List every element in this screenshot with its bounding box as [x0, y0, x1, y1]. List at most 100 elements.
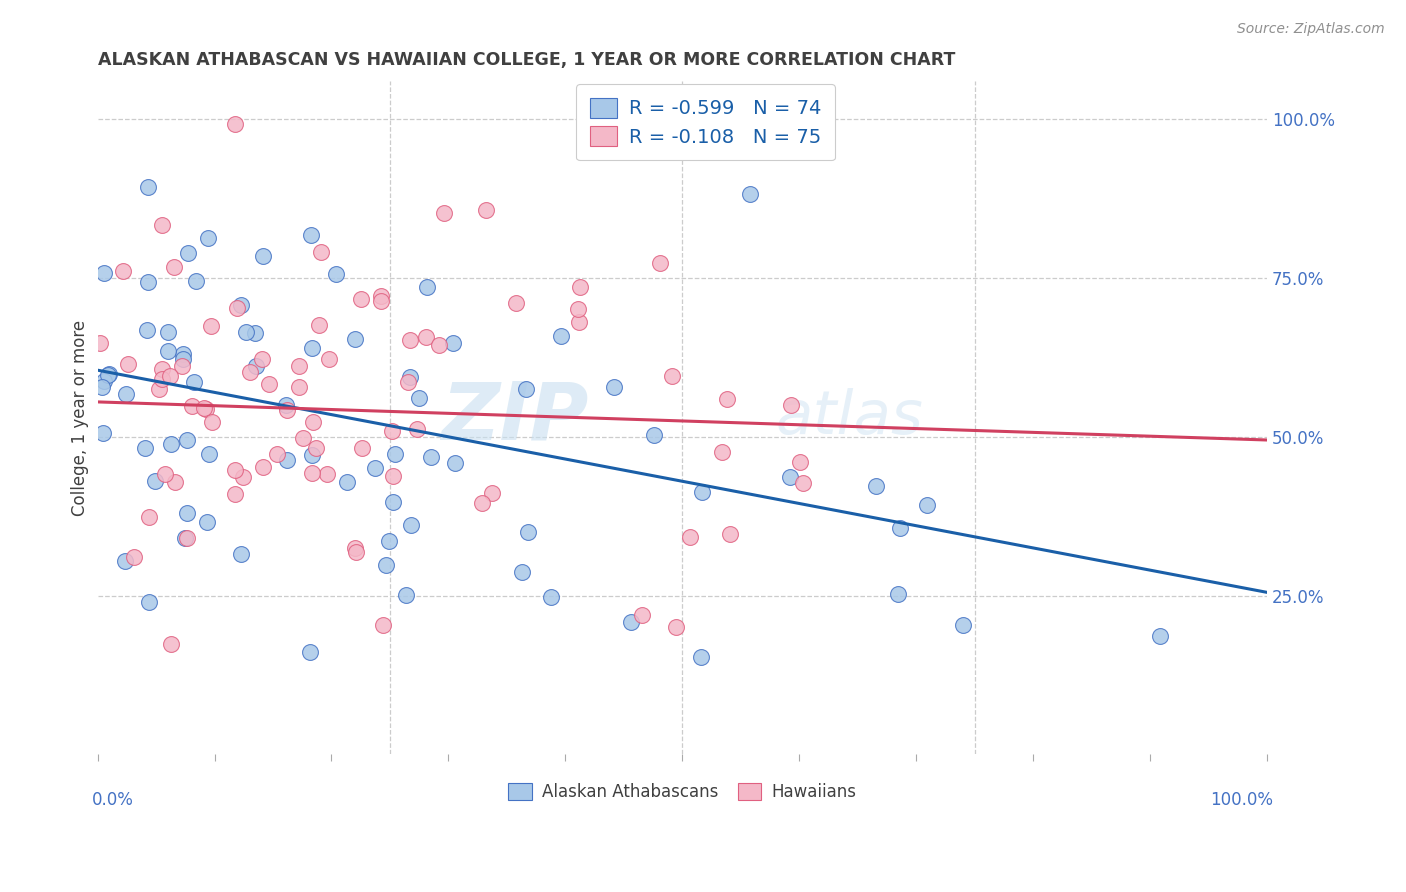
- Point: [475, 203, 498, 218]
- Point: [98, 367, 121, 381]
- Point: [679, 530, 702, 544]
- Point: [384, 447, 406, 461]
- Point: [433, 206, 456, 220]
- Point: [370, 293, 392, 308]
- Point: [184, 274, 207, 288]
- Point: [176, 506, 198, 520]
- Point: [114, 554, 136, 568]
- Y-axis label: College, 1 year or more: College, 1 year or more: [72, 319, 89, 516]
- Point: [114, 386, 136, 401]
- Point: [792, 476, 814, 491]
- Point: [299, 227, 322, 242]
- Point: [381, 468, 404, 483]
- Point: [567, 302, 589, 317]
- Point: [170, 359, 193, 374]
- Point: [274, 398, 297, 412]
- Point: [301, 467, 323, 481]
- Point: [399, 333, 422, 347]
- Point: [325, 268, 347, 282]
- Point: [865, 479, 887, 493]
- Point: [665, 619, 688, 633]
- Point: [349, 293, 371, 307]
- Point: [134, 441, 156, 455]
- Point: [405, 422, 427, 436]
- Point: [305, 441, 328, 455]
- Point: [91, 379, 114, 393]
- Point: [631, 608, 654, 623]
- Point: [201, 415, 224, 429]
- Point: [231, 298, 253, 312]
- Point: [231, 470, 253, 484]
- Point: [471, 496, 494, 510]
- Point: [711, 445, 734, 459]
- Point: [276, 402, 298, 417]
- Point: [415, 329, 437, 343]
- Point: [200, 318, 222, 333]
- Point: [224, 487, 246, 501]
- Text: atlas: atlas: [776, 388, 924, 447]
- Point: [779, 470, 801, 484]
- Point: [308, 318, 330, 332]
- Point: [481, 486, 503, 500]
- Point: [416, 280, 439, 294]
- Point: [505, 296, 527, 310]
- Point: [157, 325, 180, 339]
- Point: [224, 463, 246, 477]
- Point: [643, 428, 665, 442]
- Point: [153, 467, 176, 482]
- Point: [160, 637, 183, 651]
- Point: [568, 279, 591, 293]
- Point: [887, 587, 910, 601]
- Point: [150, 372, 173, 386]
- Point: [172, 352, 194, 367]
- Point: [117, 357, 139, 371]
- Point: [302, 415, 325, 429]
- Point: [373, 618, 395, 632]
- Point: [245, 359, 267, 373]
- Point: [620, 615, 643, 630]
- Point: [716, 392, 738, 406]
- Point: [399, 370, 422, 384]
- Point: [344, 545, 367, 559]
- Point: [287, 359, 309, 373]
- Point: [515, 382, 537, 396]
- Point: [112, 264, 135, 278]
- Point: [419, 450, 441, 464]
- Point: [517, 524, 540, 539]
- Text: ALASKAN ATHABASCAN VS HAWAIIAN COLLEGE, 1 YEAR OR MORE CORRELATION CHART: ALASKAN ATHABASCAN VS HAWAIIAN COLLEGE, …: [97, 51, 955, 69]
- Point: [395, 588, 418, 602]
- Text: 0.0%: 0.0%: [91, 791, 134, 809]
- Point: [138, 510, 160, 524]
- Point: [136, 180, 159, 194]
- Point: [381, 495, 404, 509]
- Point: [193, 401, 215, 416]
- Point: [510, 565, 533, 579]
- Point: [97, 368, 120, 383]
- Point: [375, 558, 398, 573]
- Point: [136, 275, 159, 289]
- Point: [288, 380, 311, 394]
- Point: [344, 333, 367, 347]
- Point: [235, 325, 257, 339]
- Point: [603, 380, 626, 394]
- Point: [91, 425, 114, 440]
- Point: [378, 533, 401, 548]
- Point: [160, 436, 183, 450]
- Point: [176, 433, 198, 447]
- Point: [540, 591, 562, 605]
- Point: [352, 441, 374, 455]
- Point: [301, 448, 323, 462]
- Point: [252, 459, 274, 474]
- Point: [150, 362, 173, 376]
- Point: [444, 456, 467, 470]
- Point: [343, 541, 366, 555]
- Point: [568, 315, 591, 329]
- Point: [224, 117, 246, 131]
- Point: [229, 547, 252, 561]
- Point: [316, 467, 339, 482]
- Point: [318, 351, 340, 366]
- Point: [276, 453, 298, 467]
- Point: [159, 368, 181, 383]
- Point: [181, 399, 204, 413]
- Point: [197, 231, 219, 245]
